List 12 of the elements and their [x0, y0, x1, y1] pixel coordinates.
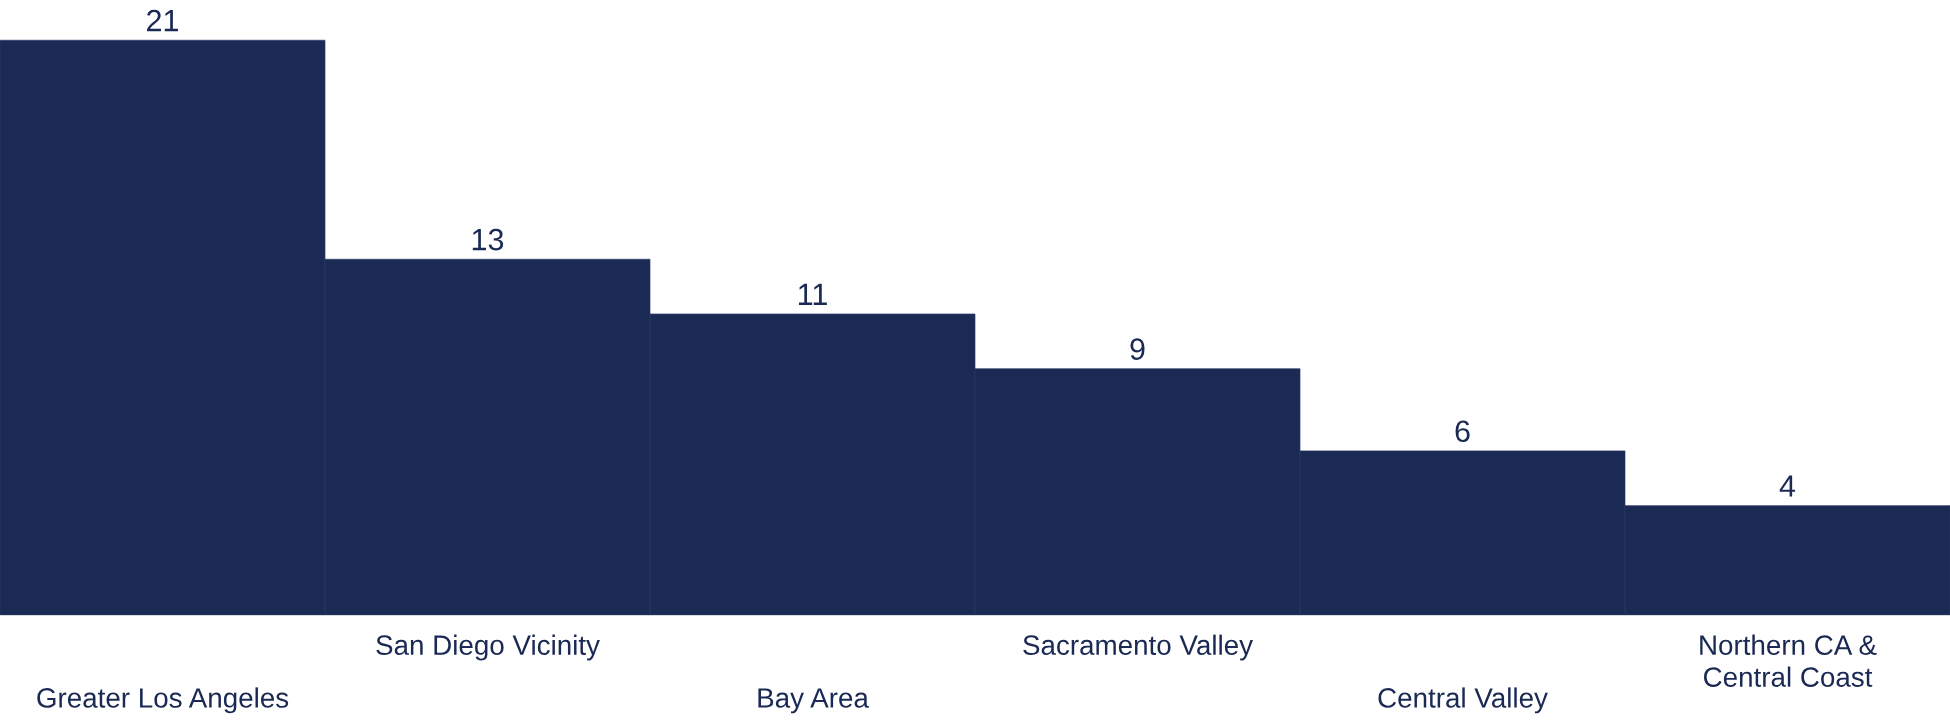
x-tick-label: Sacramento Valley: [1023, 634, 1253, 661]
data-label: 13: [472, 228, 504, 251]
x-tick-label: Northern CA & Central Coast: [1700, 634, 1877, 687]
data-label: 4: [1779, 475, 1796, 497]
data-label: 21: [147, 9, 178, 32]
x-tick-label: San Diego Vicinity: [376, 634, 600, 661]
x-tick-label: Central Valley: [1378, 687, 1548, 714]
data-label: 6: [1455, 420, 1470, 443]
data-label: 11: [798, 283, 827, 305]
data-label: 9: [1130, 338, 1145, 360]
x-tick-label: Greater Los Angeles: [37, 687, 289, 714]
x-tick-label: Bay Area: [758, 688, 869, 714]
